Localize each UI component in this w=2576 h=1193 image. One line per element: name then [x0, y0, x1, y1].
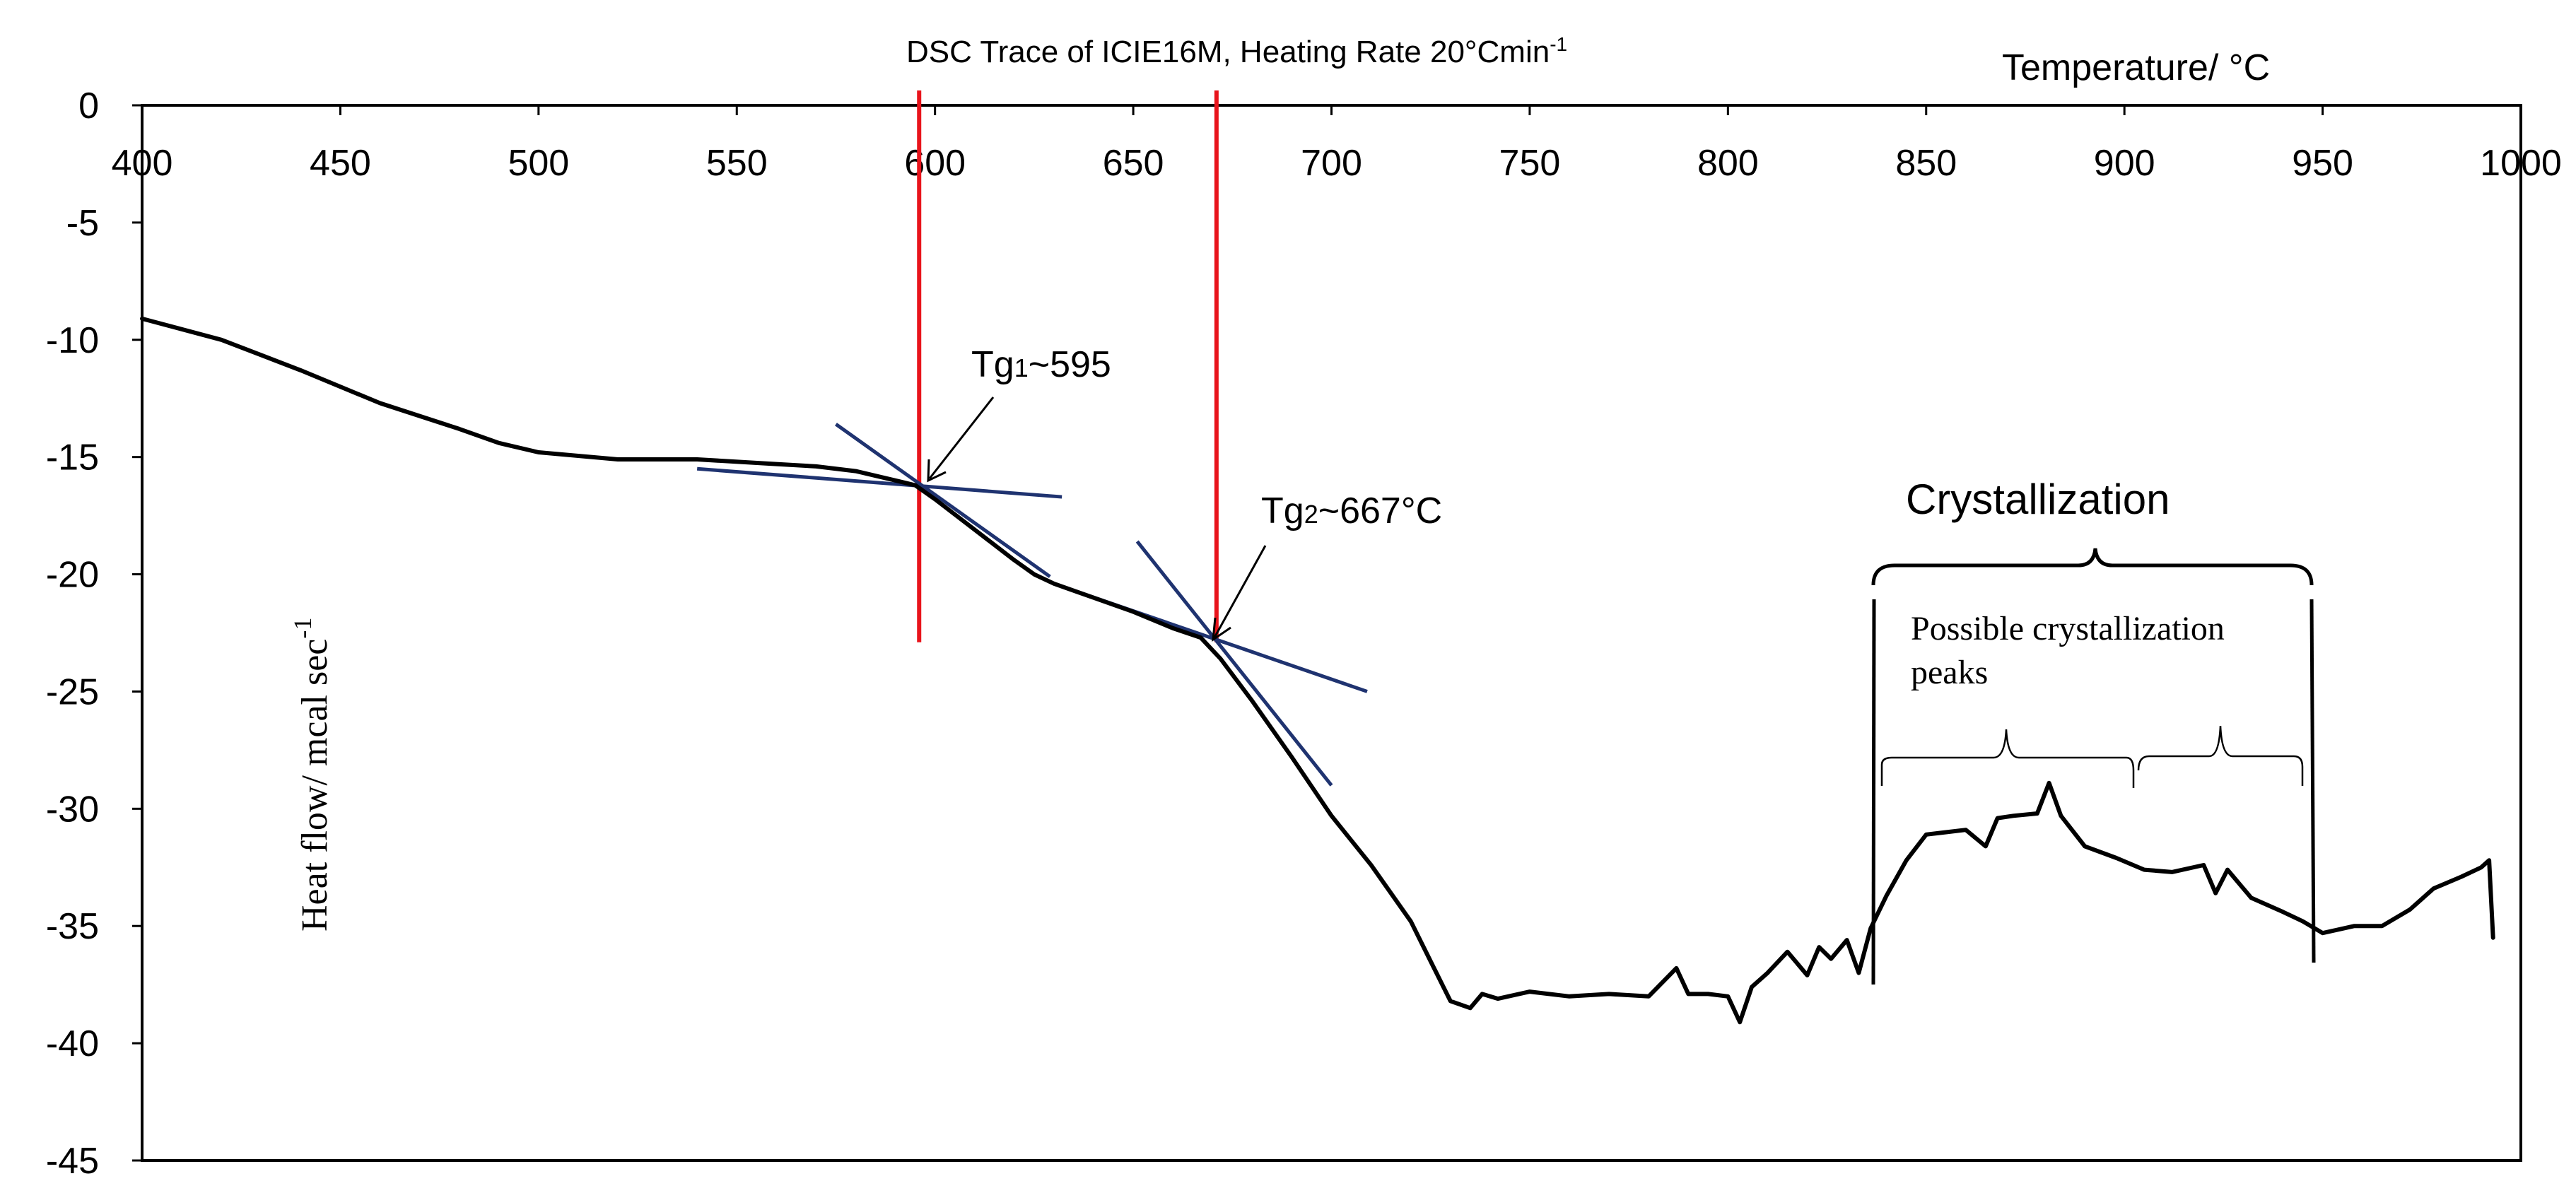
- annotation-tg1: Tg1~595: [971, 344, 1111, 385]
- peak-brace-1: [1880, 729, 2135, 788]
- x-tick-label: 400: [112, 143, 173, 184]
- x-tick-label: 700: [1301, 143, 1362, 184]
- peak-brace-2: [2137, 725, 2304, 786]
- y-axis-ticks: 0 -5 -10 -15 -20 -25 -30 -35 -40 -45: [46, 86, 142, 1182]
- tangent-line: [835, 423, 1051, 578]
- annotation-possible-peaks-line2: peaks: [1911, 654, 1988, 691]
- crystallization-brace: [1871, 548, 2314, 586]
- x-tick-label: 550: [706, 143, 768, 184]
- dsc-trace-line: [140, 316, 2495, 1025]
- x-axis-ticks: 400 450 500 550 600 650 700 750 800 850 900 950 1000: [112, 105, 2562, 184]
- y-tick-label: 0: [78, 86, 99, 127]
- y-tick-label: -35: [46, 906, 99, 947]
- x-tick-label: 800: [1697, 143, 1759, 184]
- y-tick-label: -40: [46, 1023, 99, 1064]
- x-tick-label: 900: [2094, 143, 2155, 184]
- x-tick-label: 450: [310, 143, 371, 184]
- tangent-line: [1135, 540, 1333, 787]
- series-group: [140, 316, 2495, 1025]
- annotation-tg2-arrow: [1212, 545, 1267, 642]
- y-tick-label: -10: [46, 320, 99, 361]
- annotation-possible-peaks-line1: Possible crystallization: [1911, 610, 2225, 647]
- x-tick-label: 600: [904, 143, 966, 184]
- x-tick-label: 500: [508, 143, 569, 184]
- x-tick-label: 850: [1895, 143, 1957, 184]
- y-tick-label: -20: [46, 555, 99, 596]
- y-tick-label: -45: [46, 1141, 99, 1182]
- annotation-crystallization: Crystallization: [1906, 476, 2170, 523]
- chart-title: DSC Trace of ICIE16M, Heating Rate 20°Cm…: [906, 33, 1567, 69]
- y-axis-title: Heat flow/ mcal sec-1: [288, 618, 335, 932]
- crystallization-left-boundary: [1871, 599, 1876, 985]
- y-tick-label: -15: [46, 437, 99, 478]
- annotation-tg2: Tg2~667°C: [1261, 490, 1442, 531]
- x-tick-label: 650: [1103, 143, 1164, 184]
- tg-marker-lines: [917, 90, 1219, 642]
- x-tick-label: 950: [2292, 143, 2353, 184]
- x-tick-label: 750: [1499, 143, 1561, 184]
- crystallization-right-boundary: [2309, 599, 2316, 963]
- annotation-tg1-arrow: [927, 396, 995, 483]
- y-tick-label: -25: [46, 671, 99, 712]
- x-axis-title: Temperature/ °C: [2002, 47, 2270, 88]
- x-tick-label: 1000: [2480, 143, 2562, 184]
- y-tick-label: -5: [66, 203, 99, 244]
- y-tick-label: -30: [46, 789, 99, 830]
- tangent-line: [696, 466, 1062, 499]
